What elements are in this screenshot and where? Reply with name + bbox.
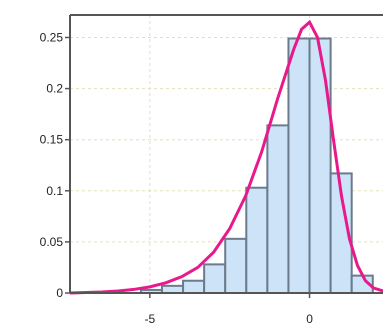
y-tick-label: 0 — [56, 286, 63, 300]
y-tick-label: 0.25 — [40, 30, 64, 44]
density-curve — [69, 19, 383, 295]
histogram-bar — [203, 263, 227, 295]
y-tick-label: 0.05 — [40, 235, 64, 249]
histogram-bar — [245, 186, 269, 294]
x-tick-label: -5 — [145, 312, 156, 326]
histogram-bar — [287, 37, 311, 294]
histogram-bar — [308, 37, 332, 294]
y-tick-labels: 0 0.05 0.1 0.15 0.2 0.25 — [40, 30, 64, 300]
x-tick-labels: -5 0 — [145, 312, 314, 326]
histogram-bar — [160, 284, 185, 294]
histogram-bar — [224, 237, 248, 295]
histogram-bar — [266, 124, 290, 294]
x-tick-label: 0 — [306, 312, 313, 326]
y-tick-label: 0.2 — [46, 82, 63, 96]
histogram-bar — [182, 279, 206, 294]
y-tick-label: 0.15 — [40, 133, 64, 147]
axes — [65, 14, 383, 298]
y-tick-label: 0.1 — [46, 184, 63, 198]
histogram-bars — [139, 37, 374, 295]
